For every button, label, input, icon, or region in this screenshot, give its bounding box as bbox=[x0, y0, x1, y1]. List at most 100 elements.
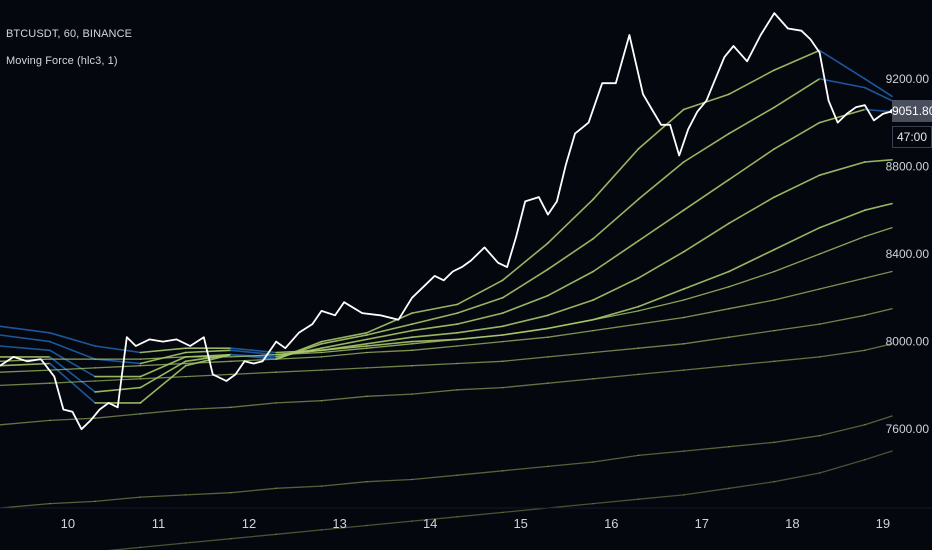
moving-average-segment bbox=[773, 49, 821, 71]
moving-average-segment bbox=[501, 356, 549, 362]
x-tick-label: 13 bbox=[332, 516, 346, 531]
moving-average-segment bbox=[637, 161, 685, 201]
moving-average-segment bbox=[501, 336, 549, 343]
moving-average-segment bbox=[184, 492, 232, 496]
moving-average-segment bbox=[637, 209, 685, 242]
moving-average-segment bbox=[139, 356, 187, 360]
moving-average-segment bbox=[365, 329, 413, 341]
moving-average-6 bbox=[0, 227, 893, 362]
moving-average-segment bbox=[501, 268, 549, 299]
moving-average-segment bbox=[94, 413, 142, 419]
moving-average-segment bbox=[728, 299, 775, 310]
moving-average-segment bbox=[139, 347, 187, 354]
moving-average-segment bbox=[818, 459, 866, 474]
moving-average-segment bbox=[456, 312, 504, 325]
moving-average-segment bbox=[818, 49, 866, 80]
moving-average-segment bbox=[547, 378, 594, 384]
moving-average-segment bbox=[365, 336, 413, 345]
moving-average-segment bbox=[683, 286, 730, 301]
moving-average-segment bbox=[320, 347, 368, 354]
moving-average-10 bbox=[0, 415, 893, 509]
moving-average-segment bbox=[818, 235, 866, 255]
moving-average-segment bbox=[0, 325, 51, 334]
moving-average-segment bbox=[592, 305, 640, 321]
moving-average-segment bbox=[320, 345, 368, 352]
x-tick-label: 12 bbox=[242, 516, 256, 531]
moving-average-segment bbox=[365, 312, 413, 334]
moving-average-segment bbox=[456, 296, 504, 314]
price-axis[interactable]: 7600.00 8000.00 8400.00 8800.00 9200.00 bbox=[886, 72, 930, 436]
moving-average-segment bbox=[773, 288, 821, 301]
moving-average-segment bbox=[230, 358, 277, 362]
moving-average-segment bbox=[637, 299, 685, 312]
moving-average-11 bbox=[106, 450, 893, 550]
y-tick-label: 8000.00 bbox=[886, 335, 930, 349]
moving-average-segment bbox=[637, 343, 685, 349]
moving-average-segment bbox=[49, 417, 96, 422]
moving-average-segment bbox=[275, 529, 323, 535]
moving-average-segment bbox=[863, 86, 893, 102]
moving-average-segment bbox=[275, 356, 323, 360]
symbol-label[interactable]: BTCUSDT, 60, BINANCE bbox=[6, 28, 133, 40]
moving-average-segment bbox=[411, 362, 458, 367]
moving-average-segment bbox=[864, 415, 893, 426]
moving-average-segment bbox=[728, 196, 776, 225]
moving-average-segment bbox=[275, 351, 323, 356]
moving-average-8 bbox=[0, 308, 893, 387]
moving-average-segment bbox=[592, 323, 640, 332]
moving-average-segment bbox=[320, 367, 368, 371]
moving-average-segment bbox=[818, 277, 866, 290]
moving-average-segment bbox=[411, 516, 458, 522]
moving-average-segment bbox=[728, 69, 776, 95]
x-tick-label: 14 bbox=[423, 516, 437, 531]
moving-average-segment bbox=[637, 494, 685, 500]
moving-average-segment bbox=[320, 524, 368, 531]
moving-average-segment bbox=[456, 386, 504, 391]
moving-average-segment bbox=[320, 351, 368, 358]
moving-average-segment bbox=[501, 294, 549, 314]
moving-average-segment bbox=[456, 340, 504, 347]
chart-legend: BTCUSDT, 60, BINANCE Moving Force (hlc3,… bbox=[6, 26, 132, 69]
moving-average-segment bbox=[818, 349, 866, 358]
moving-average-segment bbox=[139, 356, 187, 378]
moving-average-segment bbox=[547, 502, 594, 509]
moving-average-segment bbox=[864, 270, 893, 279]
moving-average-segment bbox=[547, 319, 594, 330]
moving-average-segment bbox=[818, 78, 866, 89]
moving-average-segment bbox=[184, 538, 232, 544]
moving-average-segment bbox=[682, 132, 730, 163]
moving-average-segment bbox=[592, 498, 640, 505]
moving-average-segment bbox=[275, 485, 323, 489]
moving-average-segment bbox=[48, 349, 96, 378]
moving-average-segment bbox=[49, 500, 96, 505]
moving-average-segment bbox=[637, 251, 685, 279]
moving-average-segment bbox=[94, 496, 142, 503]
moving-average-segment bbox=[773, 121, 821, 150]
moving-average-segment bbox=[683, 336, 730, 345]
moving-average-segment bbox=[728, 441, 775, 448]
moving-average-segment bbox=[863, 159, 893, 163]
time-axis[interactable]: 10 11 12 13 14 15 16 17 18 19 bbox=[0, 507, 932, 531]
moving-average-segment bbox=[0, 502, 51, 509]
moving-average-segment bbox=[456, 334, 504, 341]
moving-average-segment bbox=[0, 334, 51, 343]
moving-average-segment bbox=[773, 174, 821, 198]
moving-average-segment bbox=[683, 446, 730, 452]
moving-average-lines bbox=[0, 49, 893, 550]
y-tick-label: 7600.00 bbox=[886, 422, 930, 436]
moving-average-segment bbox=[818, 424, 866, 437]
moving-average-segment bbox=[139, 375, 187, 380]
moving-average-segment bbox=[592, 347, 640, 354]
moving-average-7 bbox=[0, 270, 893, 373]
moving-average-segment bbox=[818, 108, 866, 124]
indicator-label[interactable]: Moving Force (hlc3, 1) bbox=[6, 55, 118, 67]
moving-average-segment bbox=[411, 474, 458, 481]
moving-average-segment bbox=[592, 310, 640, 321]
moving-average-segment bbox=[501, 465, 549, 472]
moving-average-segment bbox=[682, 270, 730, 290]
moving-average-segment bbox=[728, 329, 775, 338]
x-tick-label: 19 bbox=[876, 516, 890, 531]
moving-average-segment bbox=[864, 450, 893, 461]
